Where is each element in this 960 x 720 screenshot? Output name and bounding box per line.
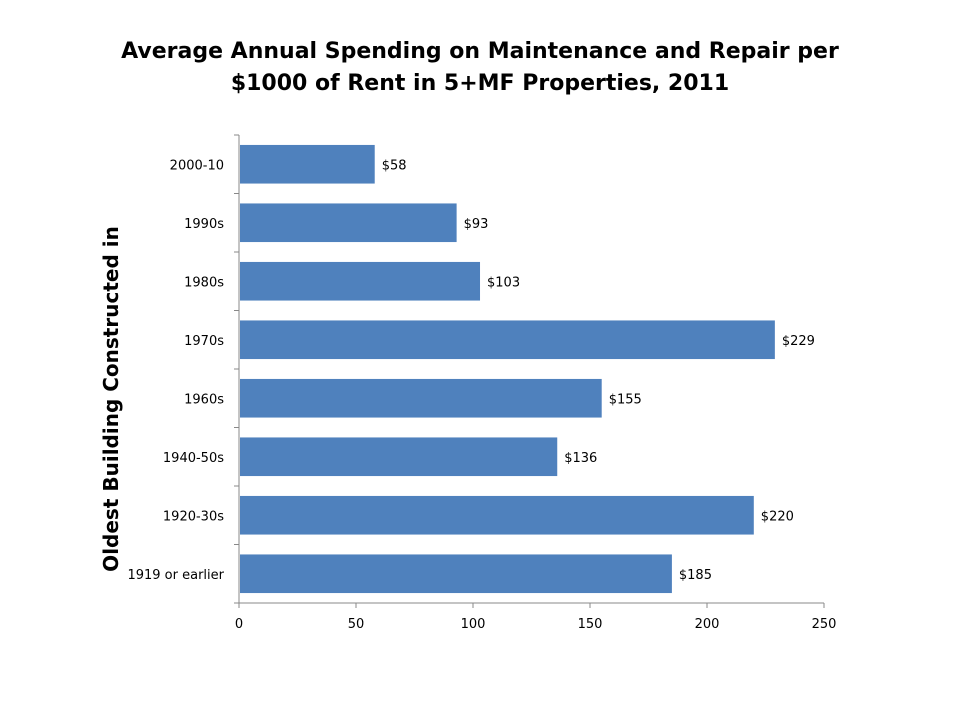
- bar-1990s: [240, 203, 457, 243]
- x-tick-label: 50: [348, 617, 365, 632]
- category-tick-label: 2000-10: [170, 158, 224, 173]
- data-label: $185: [679, 568, 712, 583]
- category-tick-label: 1940-50s: [163, 451, 224, 466]
- chart-title-line-1: Average Annual Spending on Maintenance a…: [121, 39, 839, 64]
- data-label: $229: [782, 334, 815, 349]
- bar-1970s: [240, 320, 775, 360]
- bar-1980s: [240, 261, 481, 301]
- category-tick-label: 1920-30s: [163, 509, 224, 524]
- bar-1940-50s: [240, 437, 558, 477]
- axes-layer: 2000-10 1990s 1980s 1970s 1960s 1940-50s 1920-…: [127, 134, 837, 632]
- data-label: $58: [382, 158, 407, 173]
- bar-2000-10: [240, 144, 375, 184]
- chart-title-line-2: $1000 of Rent in 5+MF Properties, 2011: [230, 71, 730, 96]
- x-tick-label: 200: [695, 617, 720, 632]
- x-tick-label: 250: [812, 617, 837, 632]
- data-label: $93: [464, 217, 489, 232]
- bars-layer: [240, 144, 775, 594]
- data-label: $103: [487, 275, 520, 290]
- bar-1919-or-earlier: [240, 554, 672, 594]
- x-tick-label: 100: [461, 617, 486, 632]
- category-tick-label: 1970s: [184, 334, 224, 349]
- data-label: $136: [564, 451, 597, 466]
- category-tick-label: 1990s: [184, 217, 224, 232]
- x-tick-label: 0: [235, 617, 243, 632]
- bar-1960s: [240, 378, 602, 418]
- x-tick-label: 150: [578, 617, 603, 632]
- bar-1920-30s: [240, 495, 754, 535]
- chart-title: Average Annual Spending on Maintenance a…: [0, 36, 960, 100]
- category-tick-label: 1980s: [184, 275, 224, 290]
- data-label: $220: [761, 509, 794, 524]
- category-tick-label: 1960s: [184, 392, 224, 407]
- y-axis-title: Oldest Building Constructed in: [99, 226, 123, 572]
- labels-layer: $58 $93 $103 $229 $155 $136 $220 $185: [382, 158, 815, 583]
- data-label: $155: [609, 392, 642, 407]
- category-tick-label: 1919 or earlier: [127, 568, 224, 583]
